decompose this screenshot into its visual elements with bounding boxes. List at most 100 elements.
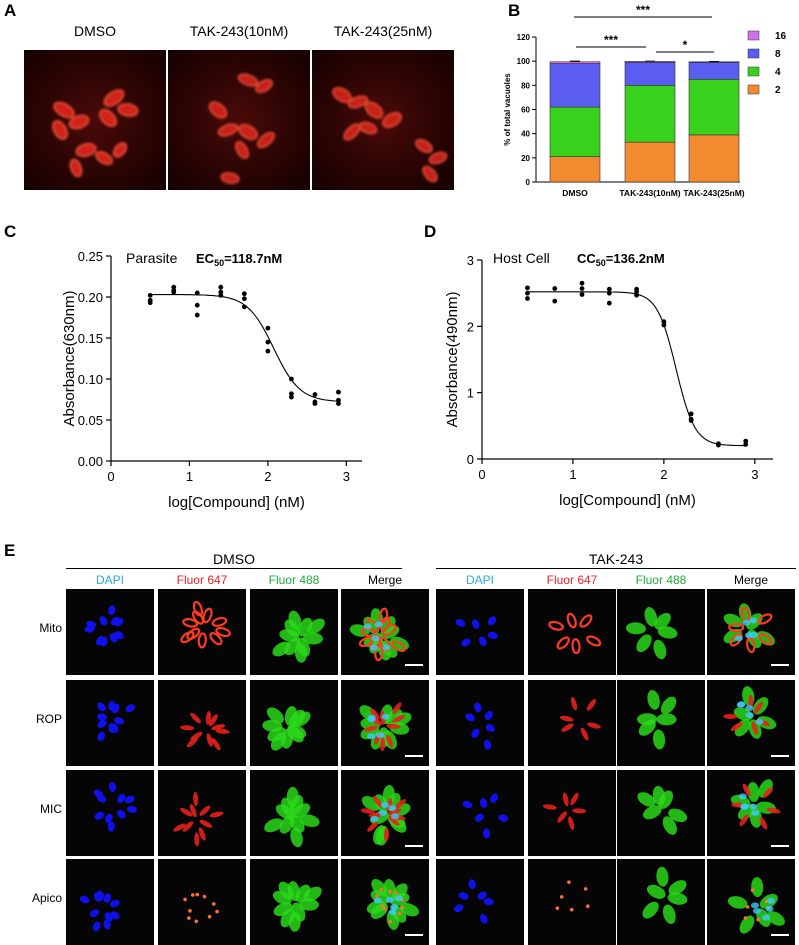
organelle-mark (586, 699, 597, 711)
organelle-mark (375, 894, 379, 899)
nucleus-mark (738, 793, 747, 800)
parasite-mark (653, 729, 666, 750)
data-point (552, 286, 558, 291)
micrograph-mito-fluor-488 (250, 589, 338, 675)
ytick-label: 0 (467, 452, 474, 467)
data-point (194, 312, 200, 318)
data-point (579, 286, 585, 291)
nucleus-mark (125, 704, 136, 713)
ytick-label: 0.20 (78, 290, 103, 305)
panel-label-a: A (4, 1, 17, 20)
organelle-mark (750, 888, 755, 892)
xtick-label: 0 (107, 469, 114, 484)
organelle-mark (556, 636, 570, 650)
parasite-mark (667, 892, 688, 905)
nucleus-mark (89, 909, 100, 918)
organelle-mark (215, 728, 230, 734)
parasite-mark (668, 808, 688, 823)
organelle-mark (580, 727, 589, 741)
nucleus-mark (478, 636, 487, 647)
data-point (579, 292, 585, 297)
organelle-mark (194, 832, 200, 847)
micrograph-apico-merge (707, 859, 795, 945)
parasite-mark (636, 634, 652, 653)
organelle-mark (388, 889, 392, 894)
nucleus-mark (766, 897, 775, 904)
organelle-mark (194, 919, 199, 924)
nucleus-mark (108, 605, 116, 616)
organelle-mark (211, 902, 216, 906)
nucleus-mark (104, 912, 113, 922)
nucleus-mark (94, 811, 104, 820)
organelle-mark (379, 636, 391, 652)
nucleus-mark (374, 621, 383, 628)
data-point (265, 339, 271, 345)
nucleus-mark (388, 805, 397, 812)
micrograph-apico-merge (341, 859, 429, 945)
nucleus-mark (371, 635, 380, 642)
nucleus-mark (490, 793, 498, 803)
xtick-label: 2 (660, 467, 667, 482)
ytick-label: 0.15 (78, 331, 103, 346)
data-point (634, 292, 639, 298)
organelle-mark (729, 633, 743, 647)
organelle-mark (199, 819, 213, 828)
xtick-label: 2 (264, 469, 271, 484)
xtick-label: 1 (569, 467, 576, 482)
legend-swatch-8 (747, 48, 760, 59)
nucleus-mark (742, 619, 751, 626)
data-point (606, 290, 612, 296)
data-point (336, 401, 341, 406)
ytick-label: 3 (467, 253, 474, 268)
parasite-mark (727, 896, 748, 909)
organelle-mark (762, 787, 774, 798)
nucleus-mark (749, 803, 758, 810)
panel-d-stat-prefix: CC (577, 251, 596, 266)
nucleus-mark (483, 828, 491, 839)
parasite-mark (299, 814, 320, 827)
nucleus-mark (465, 713, 475, 722)
panel-c-stat-sub: 50 (214, 258, 224, 268)
micrograph-apico-dapi (66, 859, 154, 945)
nucleus-mark (484, 710, 493, 720)
micrograph-apico-fluor-488 (617, 859, 705, 945)
micrograph-apico-fluor-647 (528, 859, 616, 945)
ytick-label: 0.00 (78, 454, 103, 469)
organelle-mark (766, 807, 781, 814)
parasite-mark (653, 639, 667, 660)
nucleus-mark (483, 739, 492, 750)
nucleus-mark (97, 719, 107, 729)
micrograph-mic-merge (707, 770, 795, 856)
organelle-mark (758, 633, 773, 646)
nucleus-mark (737, 701, 746, 708)
data-point (634, 289, 639, 295)
parasite-mark (658, 790, 674, 809)
organelle-mark (206, 733, 213, 747)
data-point (289, 391, 294, 397)
nucleus-mark (381, 713, 390, 720)
micrograph-mito-fluor-488 (617, 589, 705, 675)
organelle-mark (559, 715, 574, 722)
bar-segment (549, 61, 601, 64)
nucleus-mark (462, 800, 473, 809)
legend-swatch-4 (747, 66, 760, 77)
bar-segment (624, 61, 676, 63)
parasite-mark (279, 815, 295, 834)
bar-segment (549, 156, 601, 183)
parasite-mark (266, 707, 284, 724)
parasite-mark (656, 713, 677, 726)
panel-c-stat-prefix: EC (196, 251, 215, 266)
fit-curve (150, 293, 339, 402)
x-axis-label: log[Compound] (nM) (559, 492, 696, 509)
bar-segment (549, 106, 601, 157)
data-point (336, 389, 341, 395)
nucleus-mark (458, 892, 469, 900)
nucleus-mark (370, 644, 379, 651)
significance-dmso-tak25: *** (636, 3, 650, 17)
organelle-mark (186, 737, 198, 748)
organelle-mark (567, 880, 571, 884)
nucleus-mark (105, 813, 113, 824)
parasite-mark (625, 622, 646, 635)
micrograph-mito-merge (341, 589, 429, 675)
data-point (218, 289, 224, 295)
